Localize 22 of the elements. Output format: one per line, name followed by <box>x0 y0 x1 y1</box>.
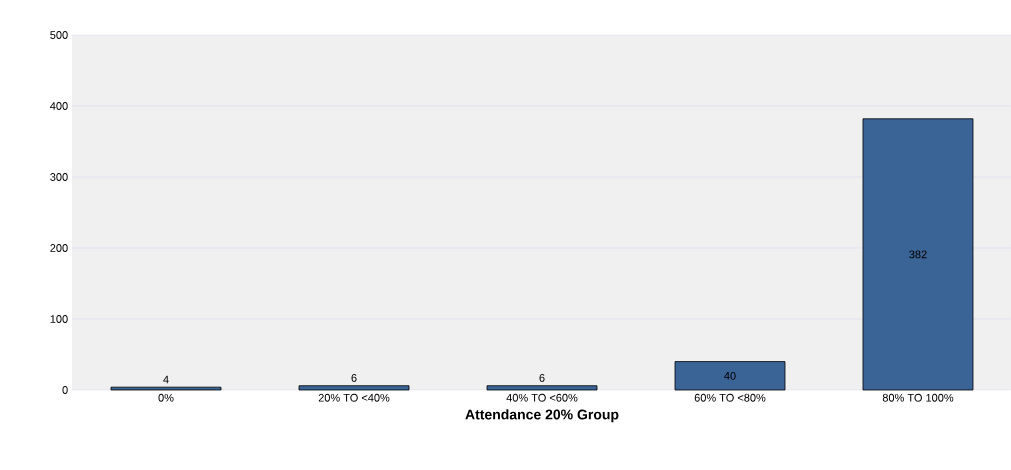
x-tick-label: 60% TO <80% <box>694 393 766 402</box>
bar <box>110 386 222 391</box>
data-label: 6 <box>539 374 545 382</box>
x-tick-label: 0% <box>158 393 174 402</box>
bar <box>298 385 410 391</box>
bar <box>862 118 974 391</box>
x-tick-label: 80% TO 100% <box>882 393 954 402</box>
data-label: 382 <box>909 250 927 259</box>
y-tick-label: 400 <box>50 102 68 110</box>
y-tick-label: 300 <box>50 173 68 181</box>
data-label: 4 <box>163 375 169 384</box>
data-label: 6 <box>351 374 357 382</box>
y-tick-label: 100 <box>50 315 68 323</box>
y-tick-label: 0 <box>62 386 68 394</box>
x-axis-title: Attendance 20% Group <box>465 409 619 423</box>
y-tick-label: 500 <box>50 31 68 39</box>
x-tick-label: 20% TO <40% <box>318 393 390 402</box>
y-tick-label: 200 <box>50 244 68 252</box>
bar <box>486 385 598 391</box>
data-label: 40 <box>724 371 736 380</box>
x-tick-label: 40% TO <60% <box>506 393 578 402</box>
bar <box>674 361 786 391</box>
